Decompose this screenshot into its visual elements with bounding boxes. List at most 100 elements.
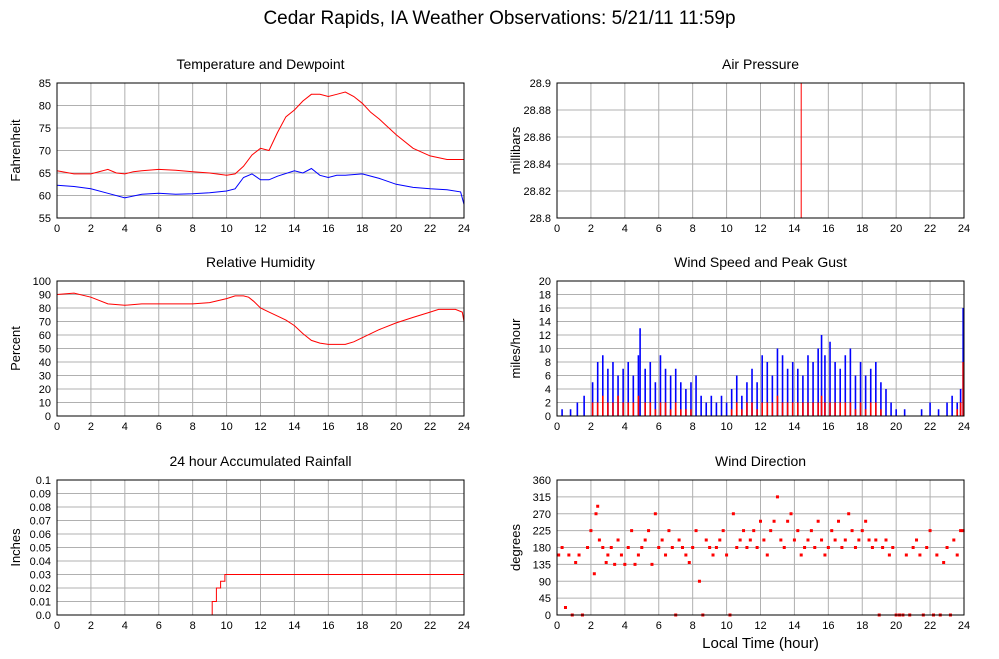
direction-point (670, 546, 674, 549)
x-tick-label: 4 (122, 620, 128, 632)
x-tick-label: 18 (856, 620, 868, 632)
x-tick-label: 6 (656, 421, 662, 433)
direction-point (786, 519, 790, 523)
chart-title: Wind Direction (715, 453, 806, 469)
plot-frame (56, 479, 465, 616)
direction-point (759, 519, 762, 523)
direction-point (853, 546, 857, 549)
x-tick-label: 2 (88, 620, 94, 632)
direction-point (925, 546, 929, 549)
chart-1: 0 2 4 6 8 10 12 14 16 18 20 22 2428.828.8228.8428.86… (508, 56, 970, 235)
y-tick-label: 0 (45, 411, 51, 423)
x-tick-label: 6 (156, 620, 162, 632)
y-axis-label: millibars (508, 126, 523, 174)
direction-point (955, 553, 959, 557)
y-axis-label: Percent (8, 326, 23, 371)
direction-point (765, 553, 769, 557)
x-tick-label: 22 (924, 223, 936, 235)
y-tick-label: 0.1 (36, 475, 51, 487)
x-tick-label: 24 (458, 421, 470, 433)
y-tick-label: 60 (39, 330, 51, 342)
direction-point (735, 546, 739, 549)
x-tick-label: 6 (656, 223, 662, 235)
y-tick-label: 12 (539, 330, 551, 342)
direction-point (704, 538, 708, 542)
y-tick-label: 80 (39, 101, 51, 113)
direction-point (604, 561, 608, 564)
x-tick-label: 16 (322, 620, 334, 632)
y-tick-label: 50 (39, 344, 51, 356)
direction-point (915, 538, 919, 542)
chart-title: Wind Speed and Peak Gust (674, 254, 847, 270)
direction-point (860, 529, 864, 533)
x-tick-label: 4 (122, 421, 128, 433)
y-tick-label: 0.0 (36, 610, 51, 622)
y-tick-label: 0.01 (30, 597, 51, 609)
x-tick-label: 2 (88, 223, 94, 235)
x-tick-label: 12 (254, 620, 266, 632)
y-tick-label: 135 (533, 559, 551, 571)
direction-point (864, 519, 868, 523)
direction-point (928, 529, 932, 533)
direction-point (850, 529, 854, 533)
direction-point (782, 546, 786, 549)
y-axis-label: degrees (508, 524, 523, 571)
x-tick-label: 20 (390, 421, 402, 433)
x-tick-label: 6 (156, 223, 162, 235)
y-tick-label: 6 (545, 371, 551, 383)
direction-point (752, 529, 756, 533)
direction-point (626, 546, 630, 549)
x-tick-label: 10 (720, 421, 732, 433)
direction-point (789, 512, 793, 516)
y-axis-label: miles/hour (508, 318, 523, 379)
direction-point (708, 546, 712, 549)
direction-point (563, 606, 567, 609)
direction-point (775, 495, 779, 499)
y-tick-label: 75 (39, 123, 51, 135)
y-tick-label: 0.08 (30, 502, 51, 514)
direction-point (586, 546, 590, 549)
direction-point (592, 572, 596, 576)
chart-title: Temperature and Dewpoint (176, 56, 344, 72)
direction-point (697, 579, 701, 583)
direction-point (837, 519, 841, 523)
y-tick-label: 10 (39, 398, 51, 410)
x-tick-label: 0 (54, 421, 60, 433)
y-tick-label: 20 (39, 384, 51, 396)
y-tick-label: 85 (39, 78, 51, 90)
x-tick-label: 14 (288, 223, 300, 235)
direction-point (911, 546, 915, 549)
direction-point (803, 546, 807, 549)
x-tick-label: 18 (356, 421, 368, 433)
direction-point (952, 538, 956, 542)
direction-point (959, 529, 963, 533)
x-tick-label: 24 (958, 421, 970, 433)
chart-0: 0 2 4 6 8 10 12 14 16 18 20 22 2455606570758085Tempe… (8, 56, 470, 235)
x-tick-label: 8 (190, 620, 196, 632)
x-tick-label: 20 (890, 421, 902, 433)
x-tick-label: 14 (788, 421, 800, 433)
direction-point (833, 538, 837, 542)
x-tick-label: 14 (288, 620, 300, 632)
y-tick-label: 16 (539, 303, 551, 315)
y-tick-label: 2 (545, 398, 551, 410)
direction-point (755, 546, 759, 549)
y-tick-label: 18 (539, 290, 551, 302)
direction-point (887, 553, 891, 557)
x-tick-label: 20 (390, 620, 402, 632)
x-tick-label: 4 (122, 223, 128, 235)
y-tick-label: 70 (39, 317, 51, 329)
y-tick-label: 100 (33, 276, 51, 288)
y-axis-label: Inches (8, 528, 23, 567)
direction-point (623, 562, 627, 566)
direction-point (942, 561, 946, 564)
x-tick-label: 8 (690, 421, 696, 433)
y-tick-label: 20 (539, 276, 551, 288)
direction-point (718, 538, 722, 542)
direction-point (606, 553, 610, 557)
x-tick-label: 0 (554, 223, 560, 235)
y-tick-label: 28.8 (530, 213, 551, 225)
x-tick-label: 24 (458, 223, 470, 235)
x-tick-label: 20 (890, 620, 902, 632)
y-tick-label: 180 (533, 543, 551, 555)
